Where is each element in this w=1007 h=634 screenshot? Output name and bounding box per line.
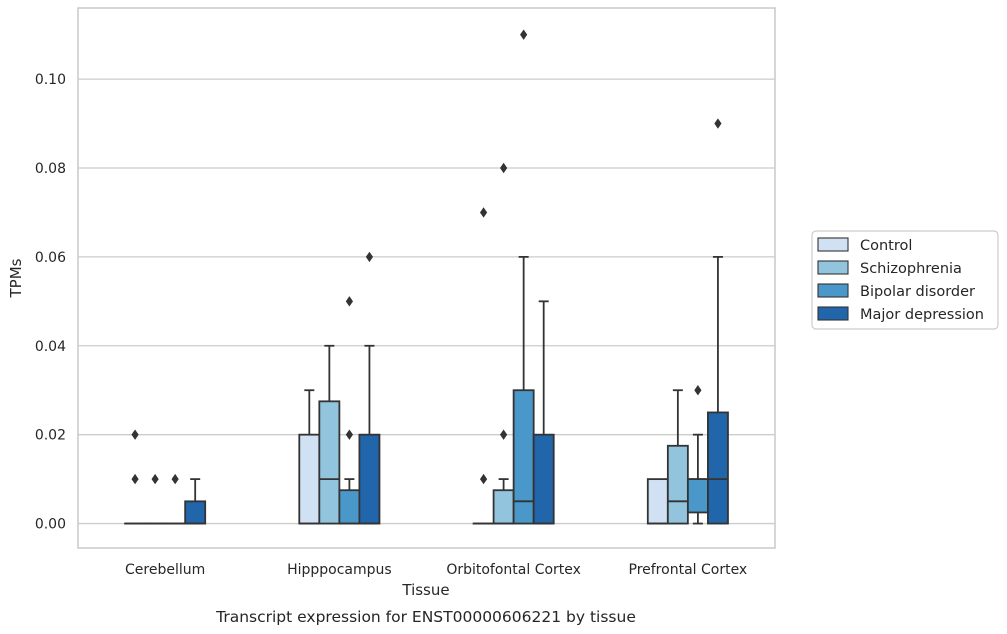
box xyxy=(338,489,361,525)
legend-label: Major depression xyxy=(860,307,984,323)
box-bipolar-disorder xyxy=(164,473,187,525)
legend-label: Bipolar disorder xyxy=(860,284,975,300)
outlier-point xyxy=(131,473,139,485)
box xyxy=(318,400,341,525)
legend-label: Control xyxy=(860,238,912,254)
box-schizophrenia xyxy=(492,162,515,525)
chart-caption: Transcript expression for ENST0000060622… xyxy=(215,608,636,626)
y-tick-label: 0.10 xyxy=(35,72,66,88)
box xyxy=(298,433,321,525)
outlier-point xyxy=(714,118,722,129)
plot-frame xyxy=(77,7,776,549)
x-tick-label: Orbitofontal Cortex xyxy=(446,562,581,578)
box xyxy=(646,478,669,525)
legend-label: Schizophrenia xyxy=(860,261,962,277)
outlier-point xyxy=(345,296,353,307)
box-control xyxy=(298,389,321,525)
x-tick-labels: Cerebellum Hipppocampus Orbitofontal Corte… xyxy=(125,562,747,578)
box-schizophrenia xyxy=(144,473,167,525)
outlier-point xyxy=(479,473,488,485)
outlier-point xyxy=(171,473,179,485)
box-control xyxy=(124,429,146,525)
outlier-point xyxy=(500,162,508,174)
y-tick-label: 0.08 xyxy=(35,161,66,177)
box-bipolar-disorder xyxy=(512,29,535,525)
box-major-depression xyxy=(358,251,381,525)
box-major-depression xyxy=(184,478,207,525)
x-tick-label: Hipppocampus xyxy=(287,562,392,578)
box-bipolar-disorder xyxy=(338,296,361,525)
outlier-point xyxy=(500,429,508,440)
y-tick-label: 0.06 xyxy=(35,250,66,266)
outlier-point xyxy=(151,473,159,485)
box-schizophrenia xyxy=(318,344,341,525)
outlier-point xyxy=(479,207,488,218)
outlier-point xyxy=(694,385,702,396)
legend-swatch xyxy=(817,283,849,298)
y-tick-label: 0.04 xyxy=(35,339,66,355)
boxes xyxy=(124,29,729,525)
box xyxy=(184,500,207,525)
box-control xyxy=(646,478,669,525)
box-bipolar-disorder xyxy=(686,385,709,525)
outlier-point xyxy=(520,29,528,40)
x-tick-label: Prefrontal Cortex xyxy=(629,562,748,578)
box xyxy=(358,433,381,525)
box xyxy=(512,389,535,525)
outlier-point xyxy=(131,429,139,440)
box-major-depression xyxy=(532,300,555,525)
box xyxy=(492,489,515,525)
box-control xyxy=(472,207,495,525)
legend: Control Schizophrenia Bipolar disorder Majo… xyxy=(811,230,999,330)
y-tick-label: 0.00 xyxy=(35,517,66,533)
outlier-point xyxy=(345,429,353,440)
box-major-depression xyxy=(707,118,729,525)
legend-frame xyxy=(811,230,999,330)
box-schizophrenia xyxy=(666,389,689,525)
legend-swatch xyxy=(817,260,849,275)
y-tick-label: 0.02 xyxy=(35,428,66,444)
x-tick-label: Cerebellum xyxy=(125,562,205,578)
legend-swatch xyxy=(817,306,849,321)
box xyxy=(707,411,729,525)
box xyxy=(686,478,709,514)
box xyxy=(666,444,689,525)
outlier-point xyxy=(365,251,374,263)
legend-swatch xyxy=(817,237,849,252)
box xyxy=(532,433,555,525)
y-tick-labels: 0.00 0.02 0.04 0.06 0.08 0.10 xyxy=(35,72,66,532)
y-axis-label: TPMs xyxy=(7,258,25,298)
x-axis-label: Tissue xyxy=(401,581,449,599)
